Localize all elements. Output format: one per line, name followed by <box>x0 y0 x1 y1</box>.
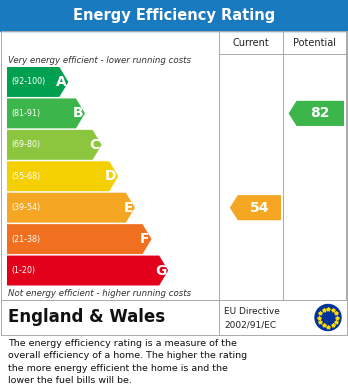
Bar <box>1 300 347 335</box>
Text: E: E <box>124 201 133 215</box>
Text: G: G <box>155 264 166 278</box>
Polygon shape <box>288 101 344 126</box>
Circle shape <box>315 305 341 330</box>
Polygon shape <box>7 67 68 97</box>
Text: C: C <box>89 138 100 152</box>
Text: (69-80): (69-80) <box>11 140 40 149</box>
Text: The energy efficiency rating is a measure of the: The energy efficiency rating is a measur… <box>8 339 237 348</box>
Text: overall efficiency of a home. The higher the rating: overall efficiency of a home. The higher… <box>8 351 247 360</box>
Bar <box>1 31 347 300</box>
Bar <box>0 0 348 31</box>
Polygon shape <box>7 224 152 254</box>
Text: (55-68): (55-68) <box>11 172 40 181</box>
Text: 54: 54 <box>250 201 269 215</box>
Text: D: D <box>105 169 116 183</box>
Polygon shape <box>7 130 102 160</box>
Text: (81-91): (81-91) <box>11 109 40 118</box>
Polygon shape <box>7 256 168 285</box>
Text: lower the fuel bills will be.: lower the fuel bills will be. <box>8 376 132 385</box>
Text: (92-100): (92-100) <box>11 77 45 86</box>
Text: F: F <box>140 232 150 246</box>
Polygon shape <box>230 195 281 220</box>
Polygon shape <box>7 193 135 222</box>
Text: Potential: Potential <box>293 38 336 47</box>
Text: Not energy efficient - higher running costs: Not energy efficient - higher running co… <box>8 289 191 298</box>
Text: (21-38): (21-38) <box>11 235 40 244</box>
Polygon shape <box>7 99 85 128</box>
Text: A: A <box>56 75 66 89</box>
Text: Energy Efficiency Rating: Energy Efficiency Rating <box>73 8 275 23</box>
Text: (1-20): (1-20) <box>11 266 35 275</box>
Text: Very energy efficient - lower running costs: Very energy efficient - lower running co… <box>8 56 191 65</box>
Polygon shape <box>7 161 118 191</box>
Text: Current: Current <box>232 38 269 47</box>
Text: 82: 82 <box>310 106 330 120</box>
Text: B: B <box>72 106 83 120</box>
Text: the more energy efficient the home is and the: the more energy efficient the home is an… <box>8 364 228 373</box>
Text: 2002/91/EC: 2002/91/EC <box>224 320 276 329</box>
Text: EU Directive: EU Directive <box>224 307 280 316</box>
Text: (39-54): (39-54) <box>11 203 40 212</box>
Text: England & Wales: England & Wales <box>8 308 165 326</box>
